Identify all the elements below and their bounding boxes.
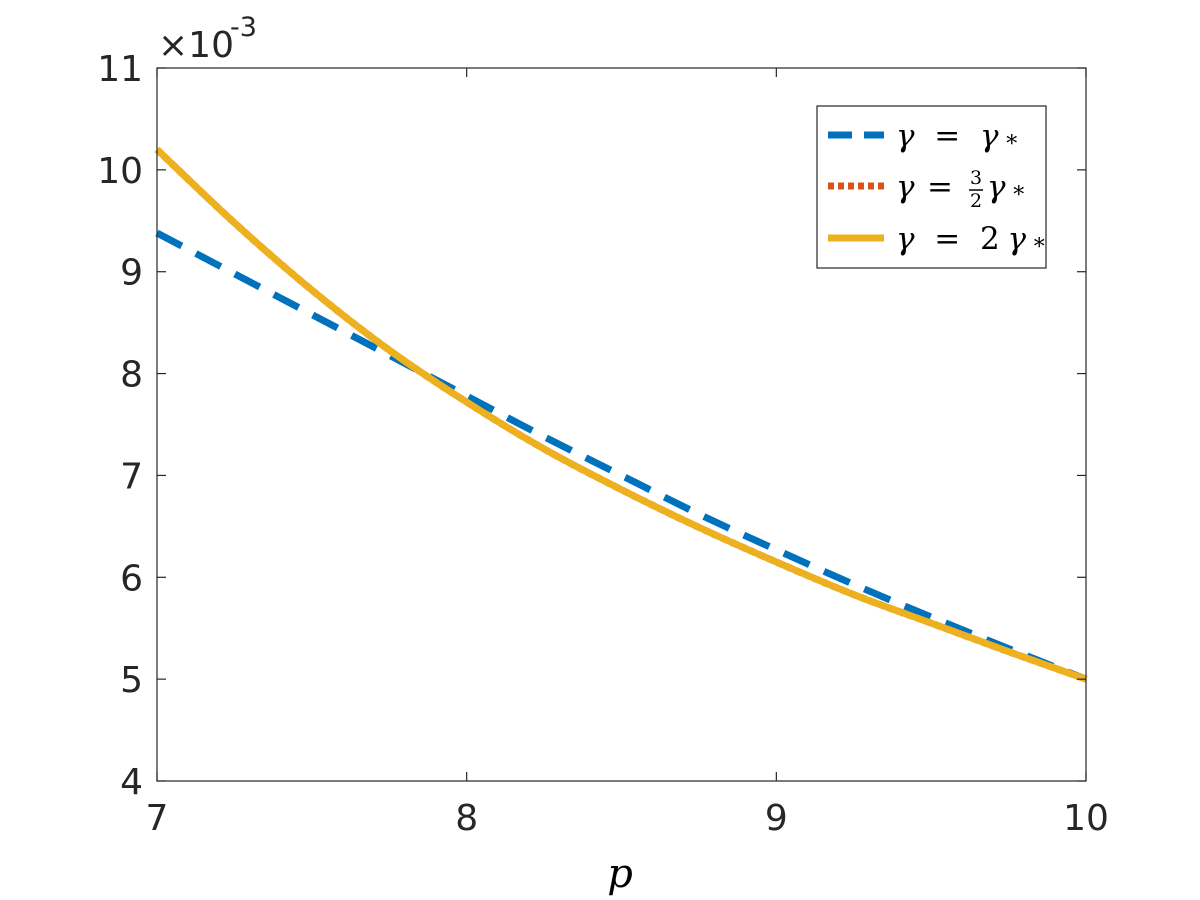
- legend-entry-series-2-eq: =: [927, 169, 953, 205]
- y-tick-label: 8: [120, 355, 143, 396]
- y-tick-label: 6: [120, 558, 143, 599]
- y-tick-label: 5: [120, 660, 143, 701]
- legend-entry-series-1: γ = γ *: [896, 118, 1017, 157]
- ticks-layer: [156, 67, 1087, 782]
- x-tick-label: 10: [1063, 798, 1109, 839]
- y-tick-label: 9: [120, 253, 143, 294]
- legend-fraction-numerator: 3: [970, 167, 982, 189]
- legend: γ = γ * γ = 3 2 γ * γ = 2 γ *: [816, 105, 1047, 269]
- series-layer: [154, 146, 1088, 683]
- y-tick-label: 4: [120, 762, 143, 803]
- y-tick-label: 7: [120, 456, 143, 497]
- legend-entry-series-2-lhs: γ: [896, 169, 915, 205]
- y-tick-labels: 4 5 6 7 8 9 10 11: [97, 49, 143, 803]
- legend-entry-series-3: γ = 2 γ *: [896, 221, 1045, 260]
- x-tick-label: 9: [765, 798, 788, 839]
- axes-box: [156, 67, 1087, 782]
- y-multiplier-exponent: -3: [230, 12, 257, 43]
- legend-fraction-denominator: 2: [970, 190, 982, 212]
- series-line-3: [154, 146, 1088, 683]
- y-multiplier-base: ×10: [158, 25, 234, 66]
- x-axis-label: p: [607, 851, 633, 897]
- legend-entry-series-2-rhs: γ *: [987, 169, 1024, 208]
- y-tick-label: 11: [97, 49, 143, 90]
- x-tick-labels: 7 8 9 10: [146, 798, 1109, 839]
- x-tick-label: 7: [146, 798, 169, 839]
- y-tick-label: 10: [97, 151, 143, 192]
- x-tick-label: 8: [455, 798, 478, 839]
